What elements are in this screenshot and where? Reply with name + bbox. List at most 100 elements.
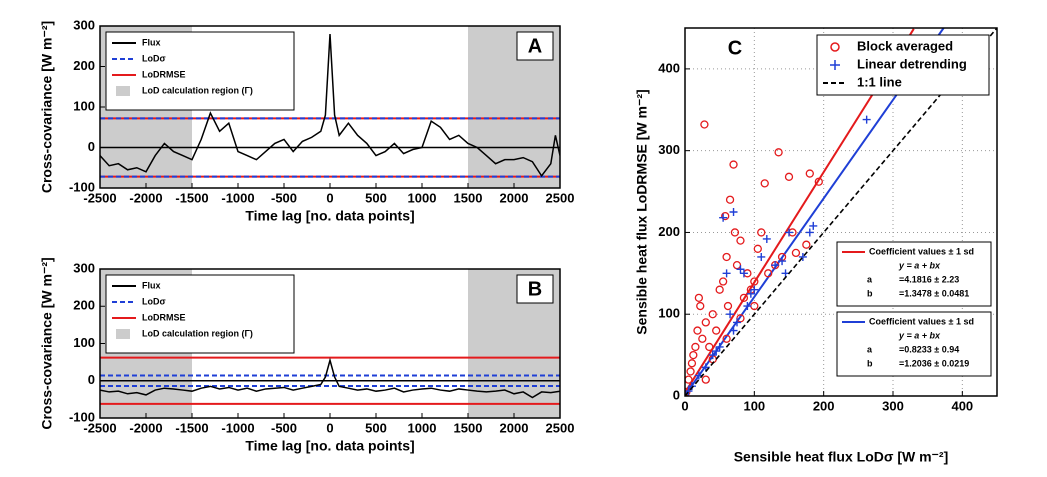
x-tick-label: 500 <box>365 420 387 435</box>
y-tick-label: 300 <box>73 17 95 32</box>
point <box>733 318 741 327</box>
point <box>729 208 738 216</box>
point <box>785 228 793 237</box>
point <box>762 234 771 243</box>
coef-name: b <box>867 288 873 298</box>
point <box>715 342 724 351</box>
legend-label: LoDσ <box>142 53 166 63</box>
point <box>719 213 728 222</box>
x-axis-label: Time lag [no. data points] <box>245 438 414 454</box>
y-tick-label: -100 <box>69 179 95 194</box>
y-tick-label: 200 <box>658 224 680 239</box>
point <box>691 342 700 352</box>
coef-value: =1.3478 ± 0.0481 <box>899 288 969 298</box>
point <box>730 228 740 237</box>
point <box>750 285 759 294</box>
point <box>698 334 707 343</box>
x-tick-label: -1500 <box>175 190 208 205</box>
legend-label: LoDRMSE <box>142 312 186 322</box>
point <box>760 179 769 188</box>
point <box>743 302 752 311</box>
point <box>712 347 721 356</box>
x-tick-label: 2000 <box>500 190 529 205</box>
point <box>739 269 748 278</box>
y-tick-label: 200 <box>73 298 95 313</box>
panel-label-box <box>516 274 554 304</box>
panel-label: B <box>528 278 542 300</box>
point <box>753 244 762 253</box>
point <box>701 363 710 372</box>
point <box>722 334 731 343</box>
point <box>689 350 698 360</box>
y-tick-label: 200 <box>73 58 95 73</box>
x-tick-label: 1500 <box>454 420 483 435</box>
x-tick-label: 500 <box>365 190 387 205</box>
point <box>729 160 738 169</box>
x-axis-label: Sensible heat flux LoDσ [W m⁻²] <box>734 449 949 465</box>
x-tick-label: 200 <box>813 398 835 413</box>
x-tick-label: 0 <box>681 398 688 413</box>
y-tick-label: 100 <box>658 306 680 321</box>
point <box>725 195 735 204</box>
x-tick-label: 1000 <box>408 420 437 435</box>
x-tick-label: -1500 <box>175 420 208 435</box>
point <box>805 169 814 178</box>
point <box>739 293 749 303</box>
y-tick-label: 100 <box>73 98 95 113</box>
point <box>694 293 704 303</box>
legend-label: LoDσ <box>142 296 166 306</box>
legend-label: Flux <box>142 280 161 290</box>
x-tick-label: -2000 <box>129 190 162 205</box>
x-tick-label: 100 <box>743 398 765 413</box>
legend-swatch <box>116 329 130 339</box>
legend-label: Flux <box>142 37 161 47</box>
legend-swatch <box>830 42 840 52</box>
point <box>708 351 717 360</box>
point <box>712 326 721 335</box>
y-tick-label: 400 <box>658 60 680 75</box>
x-tick-label: -2500 <box>83 190 116 205</box>
point <box>746 289 755 298</box>
point <box>750 277 759 286</box>
point <box>805 228 814 237</box>
legend-label: LoD calculation region (Γ) <box>142 328 253 338</box>
point <box>686 367 695 376</box>
point <box>778 257 787 266</box>
point <box>757 228 766 237</box>
coef-title: Coefficient values ± 1 sd <box>869 316 974 326</box>
y-tick-label: 100 <box>73 335 95 350</box>
x-tick-label: -500 <box>271 190 297 205</box>
y-tick-label: 300 <box>658 142 680 157</box>
x-tick-label: -2500 <box>83 420 116 435</box>
point <box>862 115 871 124</box>
point <box>693 326 702 335</box>
x-tick-label: 0 <box>326 420 333 435</box>
point <box>736 236 745 245</box>
y-tick-label: 0 <box>88 372 95 387</box>
coef-name: b <box>867 358 873 368</box>
plot-frame <box>684 27 998 397</box>
y-axis-label: Cross-covariance [W m⁻²] <box>39 21 55 193</box>
panel-label: A <box>528 35 542 57</box>
coef-value: =1.2036 ± 0.0219 <box>899 358 969 368</box>
point <box>814 177 823 186</box>
x-tick-label: 1500 <box>454 190 483 205</box>
x-tick-label: -500 <box>271 420 297 435</box>
point <box>771 261 780 270</box>
point <box>757 252 766 261</box>
x-tick-label: 300 <box>882 398 904 413</box>
coef-name: a <box>867 274 873 284</box>
legend-label: Block averaged <box>857 38 953 53</box>
point <box>687 359 697 368</box>
y-axis-label: Cross-covariance [W m⁻²] <box>39 257 55 429</box>
coef-name: a <box>867 344 873 354</box>
point <box>700 120 709 129</box>
point <box>764 269 773 278</box>
legend-swatch <box>830 60 840 70</box>
point <box>729 326 738 335</box>
legend-label: LoDRMSE <box>142 69 186 79</box>
point <box>685 387 693 396</box>
point <box>723 301 733 311</box>
y-axis-label: Sensible heat flux LoDRMSE [W m⁻²] <box>634 89 650 334</box>
